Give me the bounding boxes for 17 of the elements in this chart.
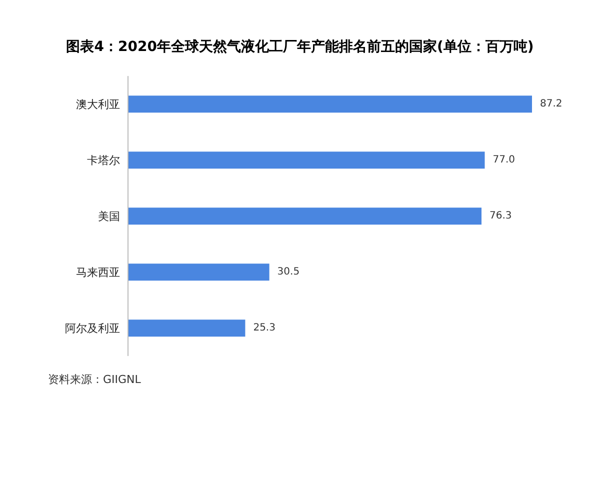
y-tick-label: 澳大利亚 (76, 98, 120, 111)
bar (128, 208, 482, 225)
y-tick-label: 卡塔尔 (87, 154, 120, 167)
text: 资料来源：GIIGNL (47, 372, 142, 387)
y-tick-label: 阿尔及利亚 (65, 322, 120, 335)
bar (128, 264, 270, 281)
y-tick-label: 马来西亚 (76, 266, 120, 279)
data-label: 87.2 (540, 98, 562, 110)
data-label: 76.3 (490, 210, 512, 222)
data-label: 30.5 (277, 266, 300, 278)
bar (128, 96, 532, 113)
chart-title: 图表4：2020年全球天然气液化工厂年产能排名前五的国家(单位：百万吨) (65, 38, 535, 57)
bar (128, 152, 485, 169)
y-tick-label: 美国 (98, 210, 120, 223)
data-label: 77.0 (492, 154, 516, 166)
bar (128, 320, 246, 337)
data-label: 25.3 (253, 322, 276, 334)
